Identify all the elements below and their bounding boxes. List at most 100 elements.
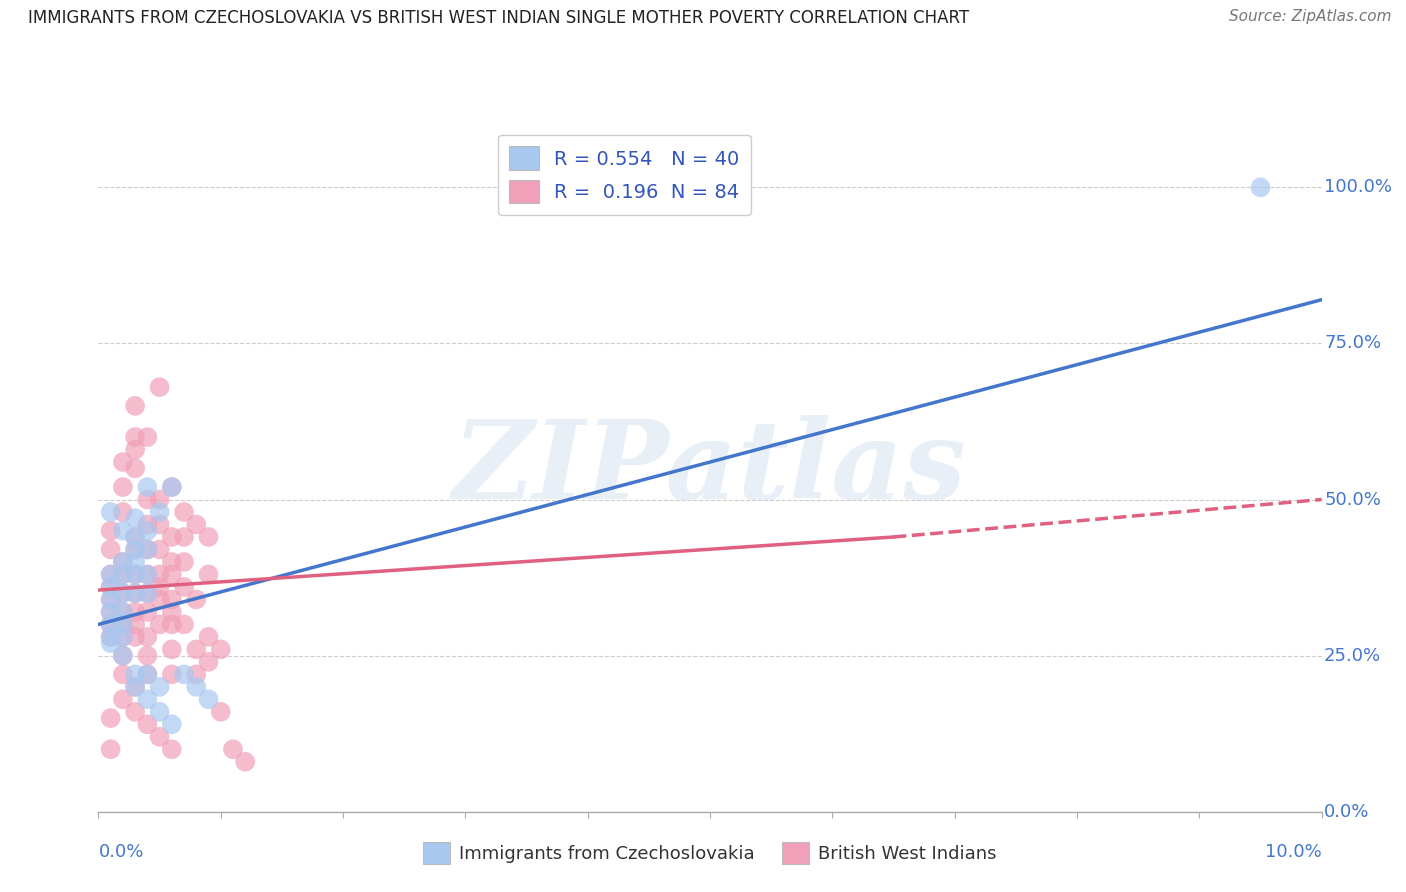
Point — [136, 648, 159, 663]
Point — [100, 505, 122, 519]
Point — [111, 648, 134, 663]
Text: 25.0%: 25.0% — [1324, 647, 1381, 665]
Point — [124, 567, 146, 582]
Point — [173, 617, 195, 632]
Point — [111, 692, 134, 706]
Point — [160, 480, 183, 494]
Point — [124, 617, 146, 632]
Point — [124, 461, 146, 475]
Point — [160, 605, 183, 619]
Point — [100, 605, 122, 619]
Text: 0.0%: 0.0% — [1324, 803, 1369, 821]
Point — [100, 567, 122, 582]
Point — [111, 617, 134, 632]
Point — [197, 530, 219, 544]
Point — [111, 480, 134, 494]
Point — [124, 567, 146, 582]
Point — [100, 605, 122, 619]
Point — [136, 630, 159, 644]
Point — [160, 567, 183, 582]
Point — [186, 517, 208, 532]
Point — [136, 567, 159, 582]
Point — [100, 742, 122, 756]
Point — [100, 567, 122, 582]
Point — [100, 580, 122, 594]
Point — [136, 430, 159, 444]
Point — [100, 580, 122, 594]
Point — [136, 524, 159, 538]
Point — [100, 630, 122, 644]
Point — [100, 617, 122, 632]
Point — [160, 717, 183, 731]
Point — [222, 742, 245, 756]
Point — [124, 680, 146, 694]
Point — [111, 630, 134, 644]
Point — [149, 580, 172, 594]
Point — [124, 542, 146, 557]
Point — [124, 630, 146, 644]
Point — [111, 667, 134, 681]
Point — [173, 580, 195, 594]
Text: ZIPatlas: ZIPatlas — [453, 415, 967, 522]
Point — [124, 667, 146, 681]
Point — [197, 655, 219, 669]
Point — [173, 555, 195, 569]
Point — [136, 517, 159, 532]
Point — [149, 567, 172, 582]
Point — [149, 380, 172, 394]
Point — [124, 586, 146, 600]
Text: 0.0%: 0.0% — [98, 843, 143, 861]
Point — [173, 505, 195, 519]
Point — [100, 617, 122, 632]
Point — [124, 530, 146, 544]
Point — [136, 480, 159, 494]
Point — [186, 680, 208, 694]
Point — [111, 605, 134, 619]
Text: 50.0%: 50.0% — [1324, 491, 1381, 508]
Legend: Immigrants from Czechoslovakia, British West Indians: Immigrants from Czechoslovakia, British … — [416, 835, 1004, 871]
Point — [136, 667, 159, 681]
Text: 100.0%: 100.0% — [1324, 178, 1392, 196]
Point — [111, 555, 134, 569]
Point — [124, 542, 146, 557]
Point — [186, 592, 208, 607]
Point — [124, 399, 146, 413]
Point — [111, 505, 134, 519]
Point — [111, 455, 134, 469]
Point — [124, 442, 146, 457]
Point — [197, 692, 219, 706]
Point — [186, 667, 208, 681]
Point — [100, 592, 122, 607]
Point — [160, 480, 183, 494]
Point — [197, 630, 219, 644]
Point — [233, 755, 256, 769]
Point — [111, 586, 134, 600]
Point — [111, 555, 134, 569]
Point — [136, 667, 159, 681]
Point — [160, 555, 183, 569]
Text: 10.0%: 10.0% — [1265, 843, 1322, 861]
Point — [160, 742, 183, 756]
Point — [111, 567, 134, 582]
Point — [124, 430, 146, 444]
Point — [160, 530, 183, 544]
Point — [136, 692, 159, 706]
Point — [136, 586, 159, 600]
Point — [100, 542, 122, 557]
Point — [124, 586, 146, 600]
Point — [149, 705, 172, 719]
Point — [124, 605, 146, 619]
Point — [149, 517, 172, 532]
Point — [124, 555, 146, 569]
Point — [1249, 180, 1271, 194]
Point — [100, 592, 122, 607]
Point — [149, 542, 172, 557]
Point — [111, 605, 134, 619]
Text: IMMIGRANTS FROM CZECHOSLOVAKIA VS BRITISH WEST INDIAN SINGLE MOTHER POVERTY CORR: IMMIGRANTS FROM CZECHOSLOVAKIA VS BRITIS… — [28, 9, 969, 27]
Point — [160, 642, 183, 657]
Point — [136, 717, 159, 731]
Point — [100, 636, 122, 650]
Text: 75.0%: 75.0% — [1324, 334, 1381, 352]
Point — [100, 630, 122, 644]
Point — [186, 642, 208, 657]
